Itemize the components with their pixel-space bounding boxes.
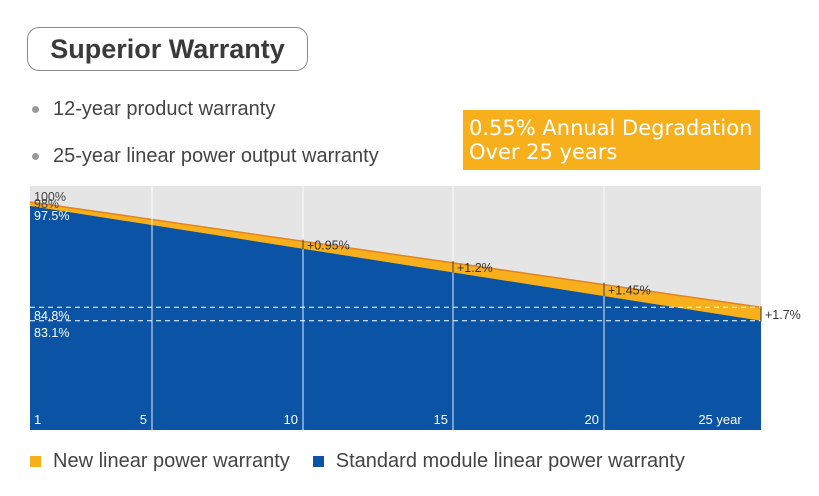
feature-item: 25-year linear power output warranty <box>30 143 379 169</box>
legend-label-standard: Standard module linear power warranty <box>335 450 685 472</box>
y-axis-label: 100% <box>34 190 66 204</box>
y-axis-label: 84.8% <box>34 309 69 323</box>
area-standard-warranty <box>30 205 761 430</box>
x-tick-label: 20 <box>585 412 599 427</box>
x-tick-label: 1 <box>34 412 41 427</box>
difference-label: +0.95% <box>307 238 350 252</box>
x-tick-label: 10 <box>284 412 298 427</box>
y-axis-label: 83.1% <box>34 326 69 340</box>
bullet-dot-icon <box>32 152 39 160</box>
difference-label: +1.2% <box>457 261 493 275</box>
difference-label: +1.7% <box>765 308 801 322</box>
degradation-callout: 0.55% Annual Degradation Over 25 years <box>463 110 760 170</box>
legend-swatch-standard <box>312 456 324 467</box>
y-axis-label: 97.5% <box>34 209 69 223</box>
difference-label: +1.45% <box>608 283 651 297</box>
callout-line-1: 0.55% Annual Degradation <box>469 116 753 140</box>
chart-legend: New linear power warranty Standard modul… <box>30 450 708 473</box>
bullet-dot-icon <box>32 105 39 113</box>
page-title-box: Superior Warranty <box>27 27 308 71</box>
callout-line-2: Over 25 years <box>469 140 618 164</box>
legend-swatch-new <box>30 456 41 467</box>
feature-list: 12-year product warranty 25-year linear … <box>30 96 379 190</box>
x-tick-label: 5 <box>140 412 147 427</box>
x-tick-label: 15 <box>434 412 448 427</box>
legend-label-new: New linear power warranty <box>53 450 290 472</box>
page-title: Superior Warranty <box>50 33 285 64</box>
legend-item-standard: Standard module linear power warranty <box>312 450 685 473</box>
legend-item-new: New linear power warranty <box>30 450 290 473</box>
x-tick-label: 25 year <box>698 412 742 427</box>
y-axis-label: 98% <box>34 197 59 211</box>
feature-text: 25-year linear power output warranty <box>53 144 379 167</box>
feature-text: 12-year product warranty <box>53 97 276 120</box>
feature-item: 12-year product warranty <box>30 96 379 122</box>
